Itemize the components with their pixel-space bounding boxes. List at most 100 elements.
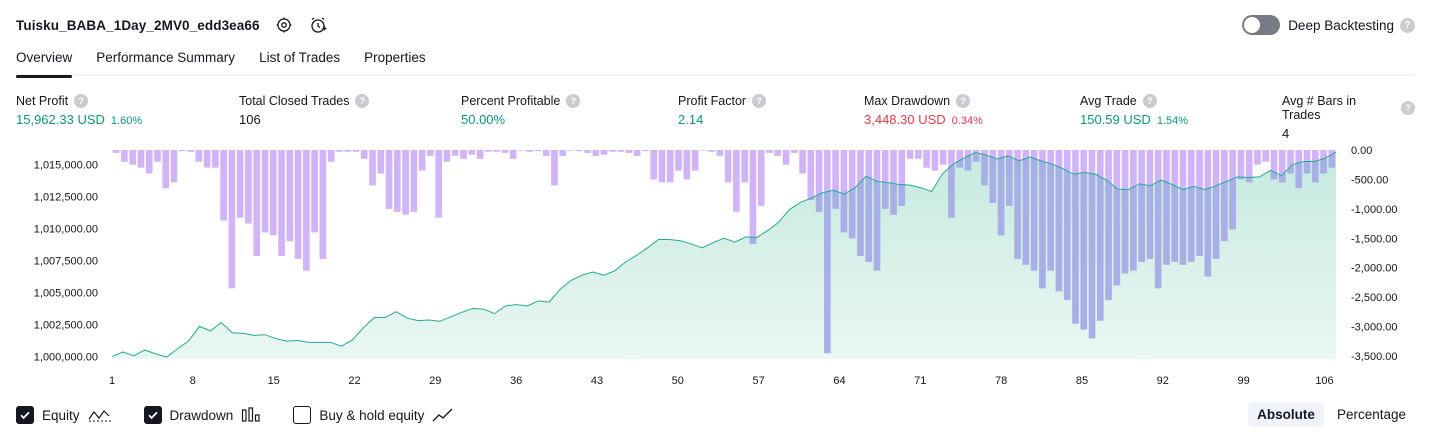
- drawdown-bar: [666, 150, 674, 183]
- legend-equity[interactable]: Equity: [16, 406, 112, 424]
- settings-icon[interactable]: [274, 15, 294, 35]
- left-tick-label: 1,015,000.00: [34, 160, 98, 172]
- drawdown-bar-overlap: [981, 151, 988, 186]
- drawdown-bar: [551, 150, 558, 186]
- metric-label: Avg # Bars in Trades: [1282, 94, 1357, 122]
- drawdown-bar: [145, 150, 153, 174]
- drawdown-bar: [774, 150, 782, 156]
- drawdown-bar: [319, 150, 327, 259]
- x-tick-label: 92: [1157, 375, 1169, 387]
- drawdown-bar: [749, 150, 757, 245]
- drawdown-bar-overlap: [1138, 151, 1145, 262]
- drawdown-bar-overlap: [1187, 151, 1195, 262]
- tab-overview[interactable]: Overview: [16, 46, 73, 78]
- drawdown-bar-overlap: [824, 151, 831, 354]
- drawdown-bar: [286, 150, 294, 242]
- drawdown-bar: [675, 150, 682, 171]
- drawdown-bar: [642, 150, 649, 152]
- help-icon[interactable]: ?: [956, 94, 971, 108]
- drawdown-bar: [402, 150, 409, 215]
- drawdown-bar-overlap: [948, 151, 955, 218]
- tab-performance-summary[interactable]: Performance Summary: [96, 50, 236, 65]
- metric-label: Profit Factor: [678, 94, 747, 108]
- drawdown-bar: [757, 150, 765, 206]
- drawdown-bar-overlap: [1212, 151, 1220, 259]
- drawdown-checkbox[interactable]: [143, 406, 162, 424]
- drawdown-bar: [699, 150, 707, 151]
- deep-backtesting-label: Deep Backtesting: [1288, 17, 1394, 33]
- drawdown-bar-overlap: [1204, 151, 1212, 277]
- absolute-button[interactable]: Absolute: [1248, 401, 1324, 427]
- help-icon[interactable]: ?: [1400, 17, 1415, 33]
- drawdown-bar: [443, 150, 451, 162]
- help-icon[interactable]: ?: [1142, 94, 1157, 108]
- drawdown-bar: [799, 150, 806, 174]
- drawdown-bar: [253, 150, 261, 256]
- drawdown-bar: [559, 150, 567, 156]
- left-tick-label: 1,010,000.00: [34, 224, 98, 236]
- deep-backtesting-toggle[interactable]: [1242, 15, 1281, 35]
- drawdown-bar: [261, 150, 269, 233]
- drawdown-bar-overlap: [1005, 151, 1013, 206]
- tab-properties[interactable]: Properties: [364, 50, 426, 65]
- drawdown-bar: [369, 150, 376, 186]
- drawdown-bar-overlap: [1179, 151, 1187, 265]
- drawdown-bar: [377, 150, 385, 174]
- drawdown-bar: [1287, 150, 1294, 174]
- drawdown-bar: [187, 150, 194, 152]
- drawdown-bar: [708, 150, 715, 152]
- equity-drawdown-chart[interactable]: 1,000,000.00 1,002,500.00 1,005,000.00 1,00…: [0, 140, 1431, 390]
- equity-checkbox[interactable]: [16, 406, 34, 424]
- help-icon[interactable]: ?: [1401, 101, 1415, 115]
- metric-percent-profitable: Percent Profitable? 50.00%: [461, 94, 581, 127]
- left-axis: 1,000,000.00 1,002,500.00 1,005,000.00 1,00…: [34, 160, 98, 364]
- right-tick-label: -500.00: [1351, 174, 1388, 186]
- metric-value: 150.59 USD: [1080, 112, 1151, 127]
- drawdown-bar: [906, 150, 914, 159]
- x-tick-label: 71: [914, 375, 926, 387]
- drawdown-bar-overlap: [1196, 151, 1203, 256]
- drawdown-bar: [939, 150, 947, 165]
- drawdown-bar-overlap: [964, 151, 972, 171]
- bar-chart-icon: [241, 407, 261, 423]
- drawdown-bar: [427, 150, 434, 156]
- drawdown-bar: [716, 150, 724, 156]
- x-tick-label: 99: [1237, 375, 1249, 387]
- drawdown-bar-overlap: [1047, 151, 1055, 271]
- help-icon[interactable]: ?: [752, 94, 767, 108]
- help-icon[interactable]: ?: [74, 94, 89, 108]
- right-tick-label: 0.00: [1351, 145, 1372, 157]
- legend-drawdown[interactable]: Drawdown: [143, 406, 262, 424]
- drawdown-bar: [683, 150, 691, 180]
- drawdown-bar: [435, 150, 443, 218]
- drawdown-bar: [154, 150, 161, 162]
- deep-backtesting: Deep Backtesting ?: [1242, 12, 1415, 38]
- drawdown-bar-overlap: [1154, 151, 1162, 289]
- drawdown-bar: [170, 150, 178, 183]
- metrics-row: Net Profit? 15,962.33 USD 1.60% Total Clo…: [16, 94, 1415, 141]
- metric-profit-factor: Profit Factor? 2.14: [678, 94, 767, 127]
- metric-label: Total Closed Trades: [239, 94, 350, 108]
- drawdown-bar-overlap: [972, 151, 980, 162]
- drawdown-bar: [178, 150, 186, 152]
- x-tick-label: 50: [672, 375, 684, 387]
- right-tick-label: -1,500.00: [1351, 233, 1397, 245]
- drawdown-bar: [493, 150, 500, 152]
- tab-list-of-trades[interactable]: List of Trades: [259, 50, 341, 65]
- buy-hold-checkbox[interactable]: [293, 406, 312, 424]
- percentage-button[interactable]: Percentage: [1336, 406, 1406, 422]
- drawdown-bar: [311, 150, 318, 233]
- drawdown-bar-overlap: [997, 151, 1005, 236]
- x-tick-label: 64: [833, 375, 845, 387]
- legend-buy-hold[interactable]: Buy & hold equity: [293, 406, 454, 424]
- drawdown-bar: [923, 150, 930, 168]
- drawdown-bar-overlap: [1221, 151, 1228, 242]
- drawdown-bar: [509, 150, 517, 159]
- drawdown-bar: [393, 150, 401, 212]
- help-icon[interactable]: ?: [566, 94, 581, 108]
- help-icon[interactable]: ?: [355, 94, 370, 108]
- drawdown-bar: [484, 150, 492, 152]
- add-alert-icon[interactable]: [308, 15, 328, 35]
- drawdown-bar-overlap: [1022, 151, 1030, 265]
- x-tick-label: 36: [510, 375, 522, 387]
